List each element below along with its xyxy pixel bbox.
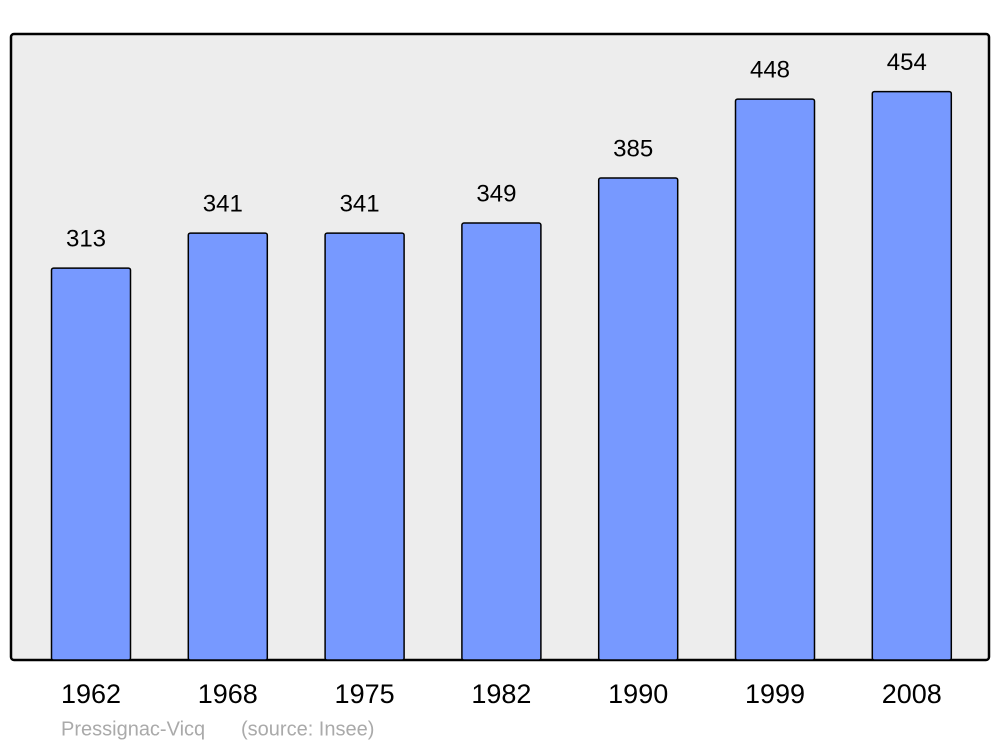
source-label: (source: Insee) (241, 718, 374, 740)
value-label: 341 (203, 190, 243, 217)
bar (50, 267, 132, 661)
x-tick-label: 1990 (608, 679, 668, 709)
place-label: Pressignac-Vicq (61, 718, 205, 740)
value-label: 385 (613, 135, 653, 162)
x-tick-label: 1968 (198, 679, 258, 709)
value-label: 341 (340, 190, 380, 217)
bar (597, 177, 679, 661)
x-tick-label: 1982 (471, 679, 531, 709)
value-label: 313 (66, 225, 106, 252)
bar (734, 98, 816, 661)
bar (187, 232, 269, 661)
value-label: 349 (476, 180, 516, 207)
x-tick-label: 2008 (882, 679, 942, 709)
x-tick-label: 1975 (335, 679, 395, 709)
bar (461, 222, 542, 661)
bar (871, 90, 953, 661)
value-label: 448 (750, 56, 790, 83)
x-tick-label: 1962 (61, 679, 121, 709)
x-tick-label: 1999 (745, 679, 805, 709)
bar (324, 232, 405, 661)
value-label: 454 (887, 49, 927, 76)
